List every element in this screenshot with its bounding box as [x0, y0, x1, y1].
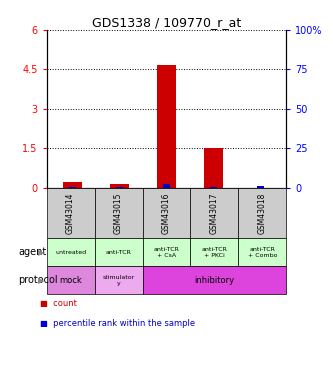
Bar	[69, 187, 76, 188]
Bar	[163, 184, 170, 188]
Text: stimulator
y: stimulator y	[103, 275, 135, 286]
Text: ■  percentile rank within the sample: ■ percentile rank within the sample	[40, 320, 195, 328]
Text: anti-TCR
+ Combo: anti-TCR + Combo	[248, 247, 277, 258]
Bar	[110, 184, 129, 188]
Bar	[210, 187, 217, 188]
Text: agent: agent	[18, 247, 47, 257]
Text: ■  count: ■ count	[40, 299, 77, 308]
Text: mock: mock	[59, 276, 82, 285]
Text: anti-TCR
+ CsA: anti-TCR + CsA	[154, 247, 179, 258]
Text: protocol: protocol	[18, 275, 58, 285]
Text: anti-TCR
+ PKCi: anti-TCR + PKCi	[201, 247, 227, 258]
Text: GSM43016: GSM43016	[162, 192, 171, 234]
Text: inhibitory: inhibitory	[194, 276, 234, 285]
Bar	[157, 65, 176, 188]
Bar	[116, 187, 123, 188]
Text: untreated: untreated	[55, 250, 86, 255]
Text: GSM43014: GSM43014	[66, 192, 75, 234]
Text: GSM43018: GSM43018	[258, 192, 267, 234]
Text: anti-TCR: anti-TCR	[106, 250, 132, 255]
Text: ▶: ▶	[38, 276, 45, 285]
Text: GSM43015: GSM43015	[114, 192, 123, 234]
Bar	[63, 182, 82, 188]
Bar	[204, 148, 223, 188]
Text: ▶: ▶	[38, 248, 45, 256]
Text: GSM43017: GSM43017	[210, 192, 219, 234]
Bar	[257, 186, 264, 188]
Title: GDS1338 / 109770_r_at: GDS1338 / 109770_r_at	[92, 16, 241, 29]
